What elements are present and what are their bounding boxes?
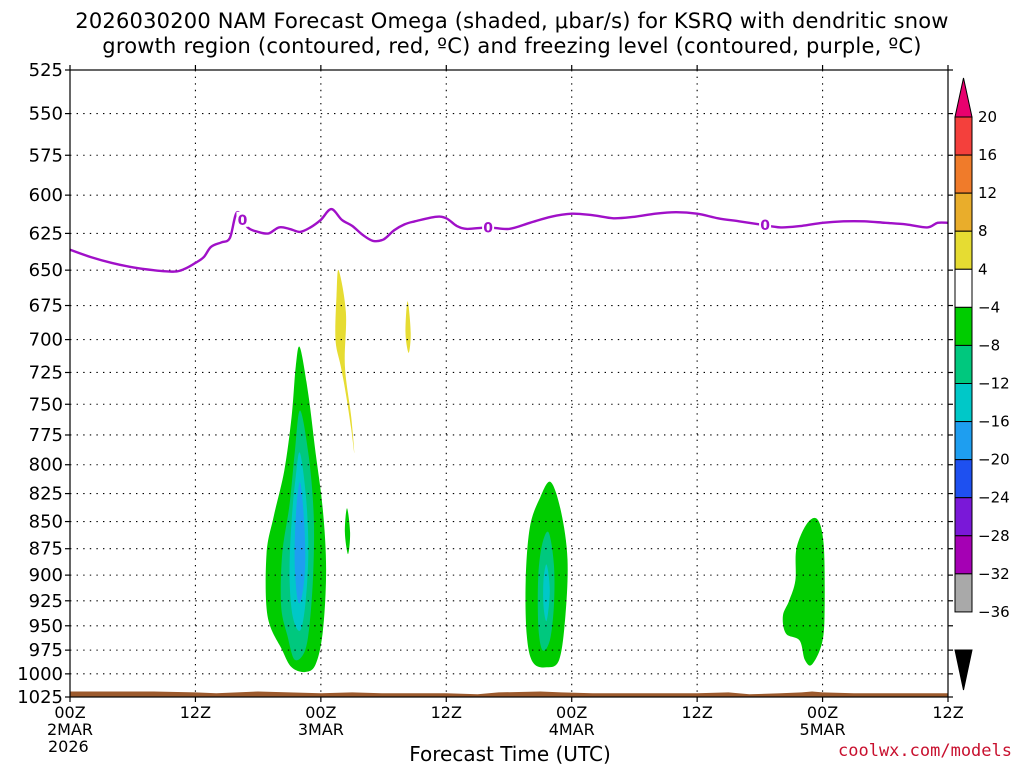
colorbar-segment-11: [954, 535, 973, 575]
omega-region-9: [543, 564, 550, 622]
y-tick-label-625: 625: [29, 223, 63, 244]
x-axis-year-label: 2026: [48, 737, 89, 756]
colorbar-segment-8: [954, 421, 973, 461]
contour-label-0: 0: [238, 213, 248, 229]
colorbar-segment-2: [954, 192, 973, 232]
x-tick-sublabel-24: 3MAR: [298, 720, 344, 739]
y-tick-label-575: 575: [29, 145, 63, 166]
colorbar-segment-10: [954, 497, 973, 537]
colorbar-label-13: −36: [978, 603, 1010, 621]
colorbar-label-9: −20: [978, 451, 1010, 469]
y-tick-label-700: 700: [29, 330, 63, 351]
omega-shading: [265, 269, 825, 673]
colorbar-segment-0: [954, 116, 973, 156]
freezing-level-line: [69, 207, 949, 273]
colorbar-segment-6: [954, 344, 973, 384]
x-axis-label: Forecast Time (UTC): [409, 742, 611, 766]
x-tick-sublabel-48: 4MAR: [549, 720, 595, 739]
freezing-level-contour: 0 0 0: [69, 207, 949, 273]
y-tick-label-775: 775: [29, 425, 63, 446]
colorbar-segment-12: [954, 573, 973, 613]
omega-region-4: [335, 269, 355, 454]
colorbar-label-11: −28: [978, 527, 1010, 545]
chart-subtitle: growth region (contoured, red, ºC) and f…: [102, 34, 922, 58]
y-tick-label-1000: 1000: [17, 664, 63, 685]
colorbar-label-1: 16: [978, 146, 997, 164]
ground-layer: [70, 691, 948, 697]
colorbar-segment-5: [954, 306, 973, 346]
y-tick-label-600: 600: [29, 185, 63, 206]
colorbar-label-6: −8: [978, 336, 1000, 354]
axis-ticks: 525 550 575 600 625 650 675 700 725 750 775 800 825 8…: [17, 60, 964, 739]
y-tick-label-525: 525: [29, 60, 63, 81]
omega-region-3: [294, 482, 306, 604]
colorbar-label-10: −24: [978, 489, 1010, 507]
contour-label-bg-1: [482, 219, 495, 235]
y-tick-label-800: 800: [29, 455, 63, 476]
x-tick-label-36: 12Z: [431, 703, 462, 722]
y-tick-label-925: 925: [29, 591, 63, 612]
y-tick-label-750: 750: [29, 394, 63, 415]
colorbar-label-0: 20: [978, 108, 997, 126]
y-tick-label-975: 975: [29, 640, 63, 661]
y-tick-label-850: 850: [29, 512, 63, 533]
y-tick-label-825: 825: [29, 484, 63, 505]
contour-label-1: 0: [483, 220, 493, 236]
colorbar-segment-4: [954, 268, 973, 308]
y-tick-label-550: 550: [29, 104, 63, 125]
x-tick-label-0: 00Z: [54, 703, 85, 722]
y-tick-label-1025: 1025: [17, 687, 63, 708]
y-tick-label-950: 950: [29, 616, 63, 637]
y-tick-label-650: 650: [29, 260, 63, 281]
x-tick-label-12: 12Z: [180, 703, 211, 722]
colorbar-label-3: 8: [978, 222, 988, 240]
colorbar-segment-9: [954, 459, 973, 499]
omega-region-10: [782, 517, 825, 666]
colorbar-label-7: −12: [978, 375, 1010, 393]
grid-lines: [70, 70, 948, 697]
x-tick-sublabel-72: 5MAR: [800, 720, 846, 739]
colorbar-label-12: −32: [978, 565, 1010, 583]
colorbar: 20 16 12 8 4 −4 −8 −12 −16 −20 −24 −28 −32 −36: [954, 77, 1010, 691]
contour-label-2: 0: [760, 218, 770, 234]
colorbar-label-8: −16: [978, 413, 1010, 431]
colorbar-label-2: 12: [978, 184, 997, 202]
colorbar-bottom-arrow: [954, 649, 973, 691]
colorbar-segment-1: [954, 154, 973, 194]
ground-fill: [70, 691, 948, 697]
omega-region-5: [405, 301, 411, 353]
colorbar-label-5: −4: [978, 298, 1000, 316]
colorbar-top-arrow: [954, 77, 973, 118]
contour-label-bg-2: [759, 217, 772, 233]
omega-region-6: [344, 508, 351, 555]
y-tick-label-725: 725: [29, 362, 63, 383]
colorbar-segment-7: [954, 383, 973, 423]
x-tick-label-60: 12Z: [681, 703, 712, 722]
plot-frame: [69, 69, 949, 698]
y-tick-label-900: 900: [29, 565, 63, 586]
x-tick-label-24: 00Z: [305, 703, 336, 722]
colorbar-segment-3: [954, 230, 973, 270]
colorbar-label-4: 4: [978, 260, 988, 278]
y-tick-label-875: 875: [29, 539, 63, 560]
contour-label-bg-0: [236, 211, 249, 227]
credit-link[interactable]: coolwx.com/models: [838, 741, 1012, 761]
y-tick-label-675: 675: [29, 296, 63, 317]
x-tick-sublabel-0: 2MAR: [47, 720, 93, 739]
x-tick-label-84: 12Z: [932, 703, 963, 722]
chart-title: 2026030200 NAM Forecast Omega (shaded, μ…: [75, 9, 949, 33]
x-tick-label-48: 00Z: [556, 703, 587, 722]
x-tick-label-72: 00Z: [807, 703, 838, 722]
